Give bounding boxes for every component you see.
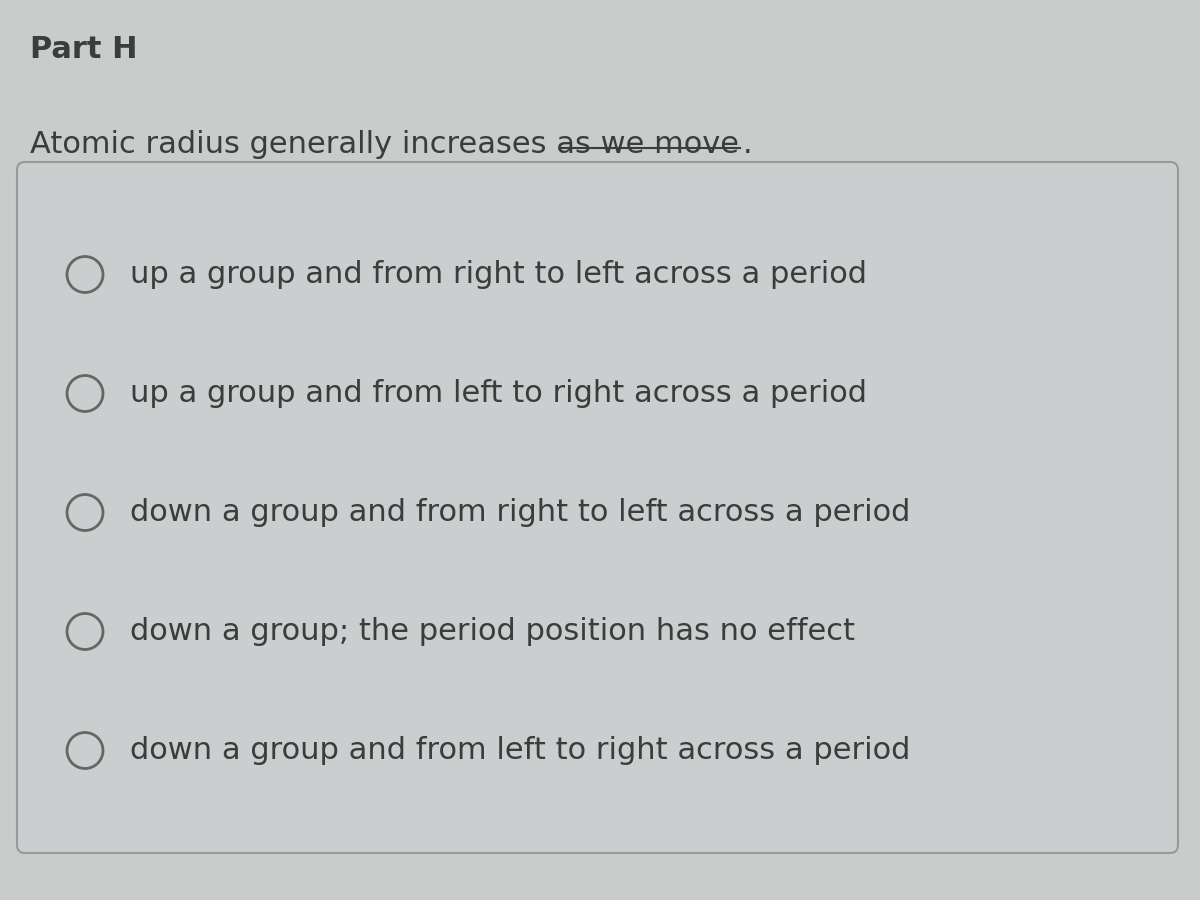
Text: Part H: Part H — [30, 35, 138, 64]
Text: down a group and from right to left across a period: down a group and from right to left acro… — [130, 498, 911, 527]
Text: down a group; the period position has no effect: down a group; the period position has no… — [130, 617, 854, 646]
Text: Atomic radius generally increases as we move: Atomic radius generally increases as we … — [30, 130, 749, 159]
FancyBboxPatch shape — [17, 162, 1178, 853]
Text: up a group and from right to left across a period: up a group and from right to left across… — [130, 260, 866, 289]
Text: down a group and from left to right across a period: down a group and from left to right acro… — [130, 736, 911, 765]
Text: .: . — [743, 130, 752, 159]
Text: up a group and from left to right across a period: up a group and from left to right across… — [130, 379, 866, 408]
